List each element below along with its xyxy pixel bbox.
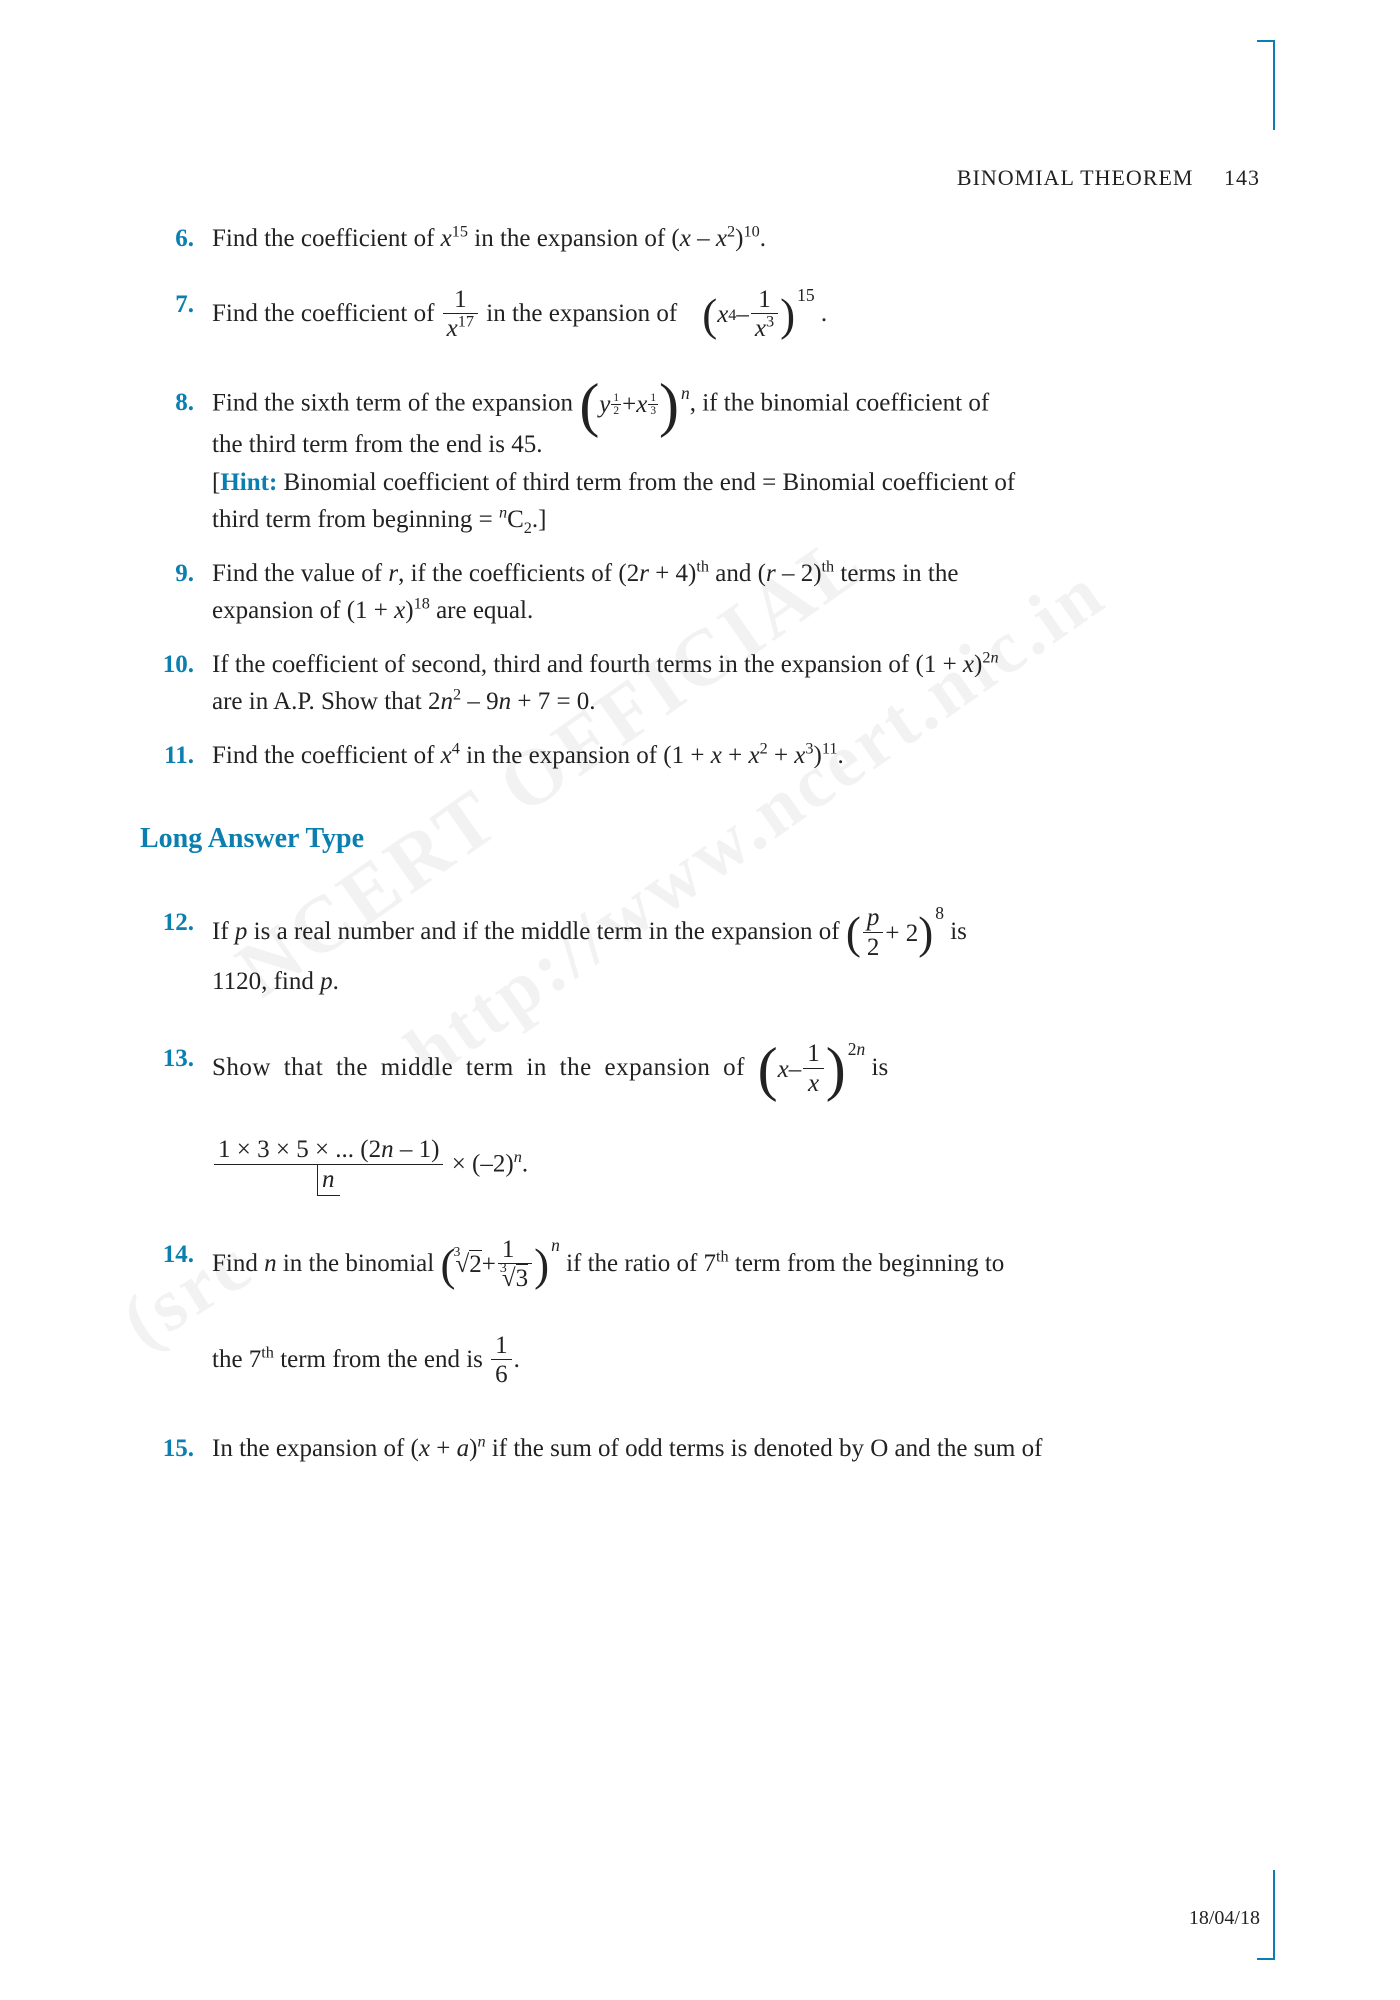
question-body: If p is a real number and if the middle … — [212, 904, 1260, 1000]
paren-expression: ( x – 1 x ) 2n — [758, 1040, 866, 1099]
corner-rule-bottom — [1273, 1870, 1275, 1960]
hint-label: Hint: — [220, 469, 277, 496]
product-fraction: 1 × 3 × 5 × ... (2n – 1) n — [214, 1136, 443, 1196]
question-number: 6. — [140, 220, 212, 258]
chapter-title: BINOMIAL THEOREM — [957, 165, 1194, 190]
question-body: Show that the middle term in the expansi… — [212, 1040, 1260, 1196]
question-number: 15. — [140, 1430, 212, 1468]
content-area: 6. Find the coefficient of x15 in the ex… — [140, 220, 1260, 1468]
question-11: 11. Find the coefficient of x4 in the ex… — [140, 737, 1260, 775]
corner-rule-top — [1273, 40, 1275, 130]
question-body: Find the sixth term of the expansion ( y… — [212, 384, 1260, 539]
question-6: 6. Find the coefficient of x15 in the ex… — [140, 220, 1260, 258]
running-head: BINOMIAL THEOREM 143 — [957, 165, 1260, 191]
paren-expression: ( 3√2 + 1 3√3 ) n — [440, 1236, 559, 1295]
question-body: Find the value of r, if the coefficients… — [212, 555, 1260, 630]
question-body: If the coefficient of second, third and … — [212, 646, 1260, 721]
question-number: 14. — [140, 1236, 212, 1391]
question-number: 8. — [140, 384, 212, 539]
paren-expression: ( p 2 + 2 ) 8 — [846, 904, 944, 963]
question-body: In the expansion of (x + a)n if the sum … — [212, 1430, 1260, 1468]
question-15: 15. In the expansion of (x + a)n if the … — [140, 1430, 1260, 1468]
paren-expression: ( x4 – 1 x3 ) 15 — [702, 286, 814, 345]
question-14: 14. Find n in the binomial ( 3√2 + 1 3√3… — [140, 1236, 1260, 1391]
question-body: Find the coefficient of x4 in the expans… — [212, 737, 1260, 775]
question-13: 13. Show that the middle term in the exp… — [140, 1040, 1260, 1196]
question-body: Find n in the binomial ( 3√2 + 1 3√3 ) n… — [212, 1236, 1260, 1391]
cube-root: 3√2 — [455, 1246, 481, 1284]
question-9: 9. Find the value of r, if the coefficie… — [140, 555, 1260, 630]
question-body: Find the coefficient of x15 in the expan… — [212, 220, 1260, 258]
section-heading: Long Answer Type — [140, 818, 1260, 860]
paren-expression: ( y12 + x13 ) n — [579, 384, 689, 426]
question-number: 12. — [140, 904, 212, 1000]
question-number: 11. — [140, 737, 212, 775]
question-10: 10. If the coefficient of second, third … — [140, 646, 1260, 721]
question-12: 12. If p is a real number and if the mid… — [140, 904, 1260, 1000]
question-number: 10. — [140, 646, 212, 721]
question-body: Find the coefficient of 1 x17 in the exp… — [212, 286, 1260, 345]
page: BINOMIAL THEOREM 143 NCERT OFFICIAL http… — [0, 0, 1400, 2000]
fraction: 1 x17 — [443, 286, 478, 345]
footer-date: 18/04/18 — [1189, 1907, 1260, 1930]
question-8: 8. Find the sixth term of the expansion … — [140, 384, 1260, 539]
question-7: 7. Find the coefficient of 1 x17 in the … — [140, 286, 1260, 345]
question-number: 7. — [140, 286, 212, 345]
question-number: 9. — [140, 555, 212, 630]
question-number: 13. — [140, 1040, 212, 1196]
page-number: 143 — [1224, 165, 1260, 191]
